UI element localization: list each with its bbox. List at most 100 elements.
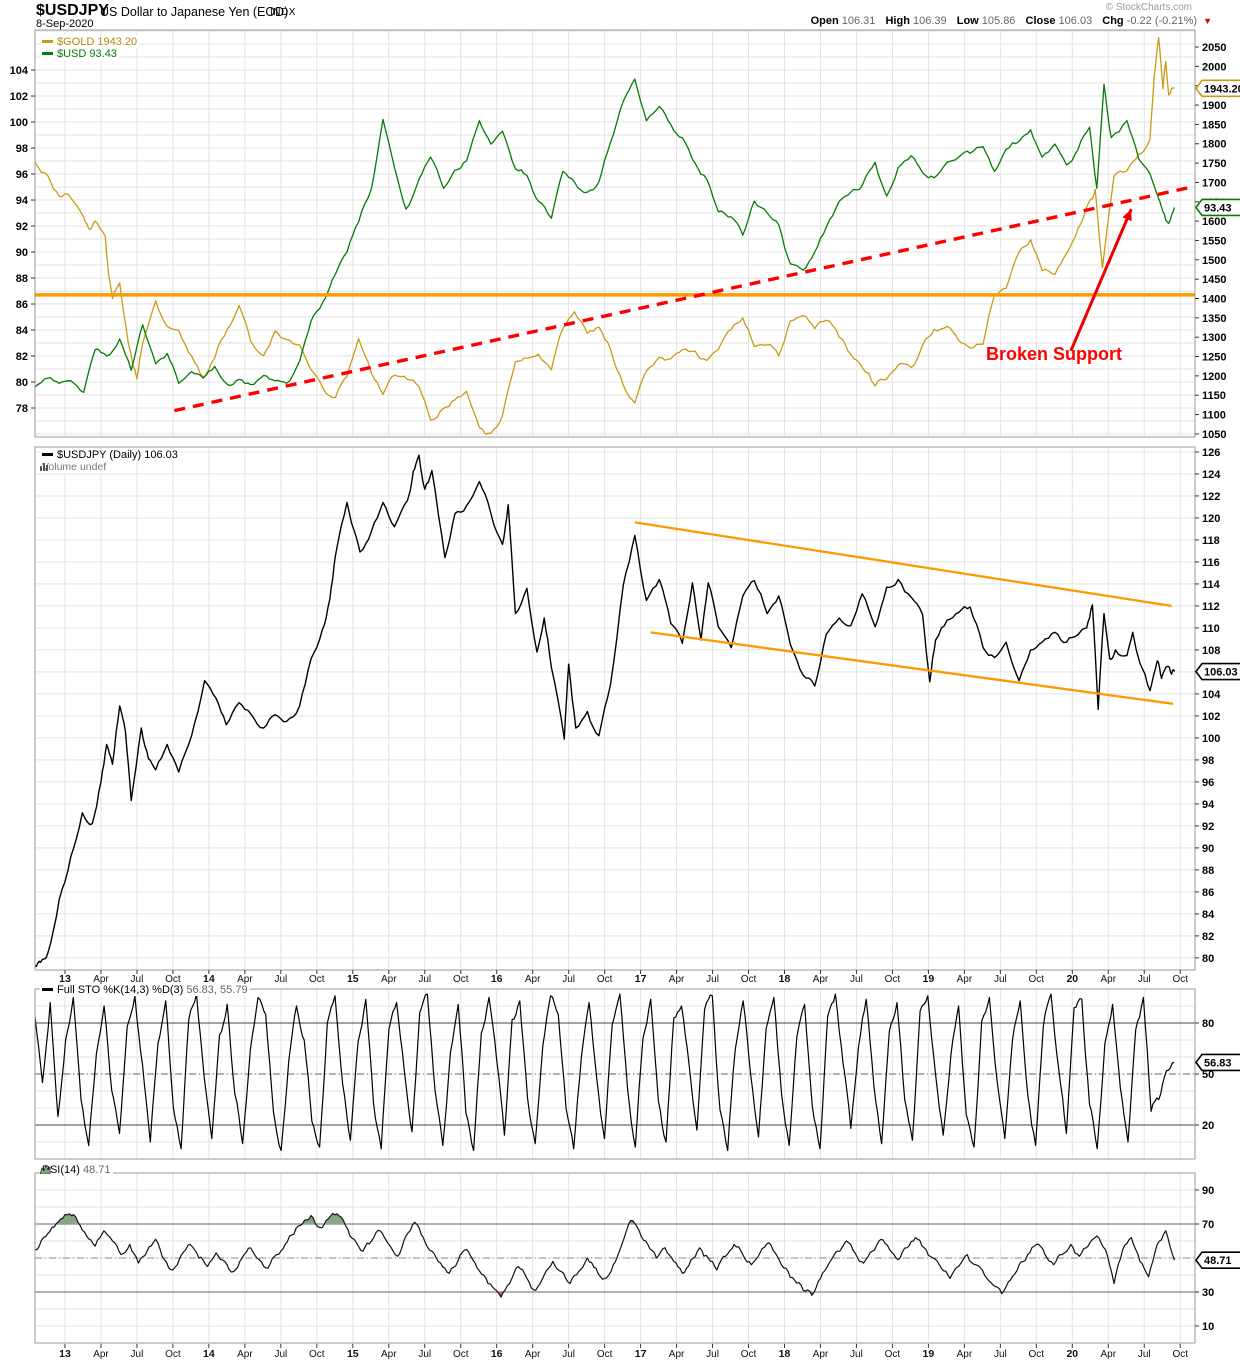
legend-price-label: $USDJPY (Daily) 106.03 (57, 449, 178, 461)
svg-text:Apr: Apr (669, 1349, 685, 1360)
svg-text:Oct: Oct (1172, 1349, 1188, 1360)
legend-gold: $GOLD 1943.20 (40, 36, 140, 48)
annotation-arrowhead-icon (1122, 209, 1132, 222)
high-label: High (885, 15, 910, 27)
svg-text:Jul: Jul (131, 1349, 144, 1360)
USD-line (35, 78, 1176, 394)
legend-sto-values: 56.83, 55.79 (186, 984, 248, 996)
svg-text:116: 116 (1202, 557, 1220, 569)
svg-text:Oct: Oct (885, 974, 901, 985)
svg-text:Oct: Oct (885, 1349, 901, 1360)
low-value: 105.86 (981, 15, 1016, 27)
svg-text:Jul: Jul (274, 1349, 287, 1360)
legend-usd: $USD 93.43 (40, 48, 119, 60)
legend-rsi-value: 48.71 (82, 1164, 111, 1176)
svg-text:18: 18 (779, 973, 791, 985)
svg-text:108: 108 (1202, 645, 1220, 657)
price-swatch-icon (42, 452, 53, 456)
svg-text:90: 90 (1202, 843, 1214, 855)
legend-usd-label: $USD 93.43 (57, 48, 117, 60)
svg-text:20: 20 (1066, 1348, 1078, 1360)
svg-text:Oct: Oct (165, 974, 181, 985)
svg-text:1900: 1900 (1202, 100, 1226, 112)
svg-text:Oct: Oct (741, 1349, 757, 1360)
svg-text:14: 14 (203, 1348, 215, 1360)
chg-value: -0.22 (-0.21%) (1126, 15, 1198, 27)
svg-text:Oct: Oct (309, 974, 325, 985)
legend-volume-label: Volume undef (42, 461, 107, 473)
svg-text:92: 92 (16, 221, 28, 233)
gold-swatch-icon (42, 39, 53, 43)
svg-text:96: 96 (1202, 777, 1214, 789)
svg-text:102: 102 (1202, 711, 1220, 723)
svg-text:Oct: Oct (741, 974, 757, 985)
svg-text:102: 102 (10, 91, 28, 103)
legend-price: $USDJPY (Daily) 106.03 (40, 449, 180, 461)
svg-text:Jul: Jul (562, 974, 575, 985)
high-value: 106.39 (913, 15, 947, 27)
svg-text:20: 20 (1066, 973, 1078, 985)
overlay-line (634, 521, 1172, 608)
svg-text:1400: 1400 (1202, 293, 1226, 305)
RSI-line (35, 1212, 1176, 1298)
price-badge-value: 1943.20 (1204, 83, 1240, 95)
svg-text:2050: 2050 (1202, 42, 1226, 54)
svg-text:92: 92 (1202, 821, 1214, 833)
svg-text:110: 110 (1202, 623, 1220, 635)
svg-text:Jul: Jul (418, 974, 431, 985)
svg-text:104: 104 (10, 65, 29, 77)
svg-text:Apr: Apr (381, 974, 397, 985)
page-title: US Dollar to Japanese Yen (EOD) (100, 5, 289, 19)
price-badge (1195, 662, 1240, 681)
volume-bars-icon (40, 463, 48, 471)
svg-text:Apr: Apr (813, 974, 829, 985)
svg-text:Apr: Apr (525, 974, 541, 985)
svg-text:112: 112 (1202, 601, 1220, 613)
legend-volume: Volume undef (40, 461, 109, 473)
FullSTO-line (35, 993, 1175, 1152)
svg-text:104: 104 (1202, 689, 1221, 701)
svg-text:10: 10 (1202, 1321, 1214, 1333)
svg-text:Jul: Jul (994, 1349, 1007, 1360)
svg-text:Apr: Apr (93, 1349, 109, 1360)
svg-text:15: 15 (347, 973, 359, 985)
svg-text:86: 86 (1202, 887, 1214, 899)
svg-text:1300: 1300 (1202, 332, 1226, 344)
svg-text:Apr: Apr (669, 974, 685, 985)
legend-rsi-name: RSI(14) (42, 1164, 80, 1176)
svg-text:Oct: Oct (1172, 974, 1188, 985)
svg-text:Jul: Jul (850, 974, 863, 985)
overlay-line (650, 631, 1174, 705)
svg-text:Apr: Apr (1100, 974, 1116, 985)
svg-text:82: 82 (1202, 931, 1214, 943)
sto-swatch-icon (42, 987, 53, 991)
svg-text:1150: 1150 (1202, 390, 1226, 402)
x-axis-strip: 13 Apr Jul Oct 14 Apr Jul Oct 15 Apr Jul Oct 16 Apr Ju… (59, 1344, 1188, 1360)
svg-text:Jul: Jul (562, 1349, 575, 1360)
chg-label: Chg (1102, 15, 1124, 27)
svg-text:1100: 1100 (1202, 410, 1226, 422)
svg-text:Apr: Apr (93, 974, 109, 985)
svg-text:Oct: Oct (165, 1349, 181, 1360)
svg-text:20: 20 (1202, 1120, 1214, 1132)
svg-text:Oct: Oct (309, 1349, 325, 1360)
svg-text:78: 78 (16, 403, 28, 415)
svg-text:94: 94 (1202, 799, 1215, 811)
overlay-panel: 78 80 82 84 86 88 90 92 94 96 98 100 102 104 1050 1100 1… (10, 29, 1240, 441)
legend-sto: Full STO %K(14,3) %D(3) 56.83, 55.79 (40, 984, 250, 996)
svg-text:Oct: Oct (597, 974, 613, 985)
svg-text:118: 118 (1202, 535, 1220, 547)
svg-text:Oct: Oct (453, 974, 469, 985)
legend-sto-name: Full STO %K(14,3) %D(3) (57, 984, 184, 996)
price-badge (1195, 79, 1240, 98)
svg-text:16: 16 (491, 973, 503, 985)
svg-text:19: 19 (923, 973, 935, 985)
svg-text:Oct: Oct (597, 1349, 613, 1360)
legend-rsi: RSI(14) 48.71 (40, 1164, 113, 1176)
svg-text:1250: 1250 (1202, 352, 1226, 364)
symbol-ticker: $USDJPY (36, 2, 109, 19)
svg-text:Oct: Oct (1029, 1349, 1045, 1360)
svg-text:17: 17 (635, 973, 647, 985)
svg-text:88: 88 (1202, 865, 1214, 877)
svg-text:30: 30 (1202, 1287, 1214, 1299)
